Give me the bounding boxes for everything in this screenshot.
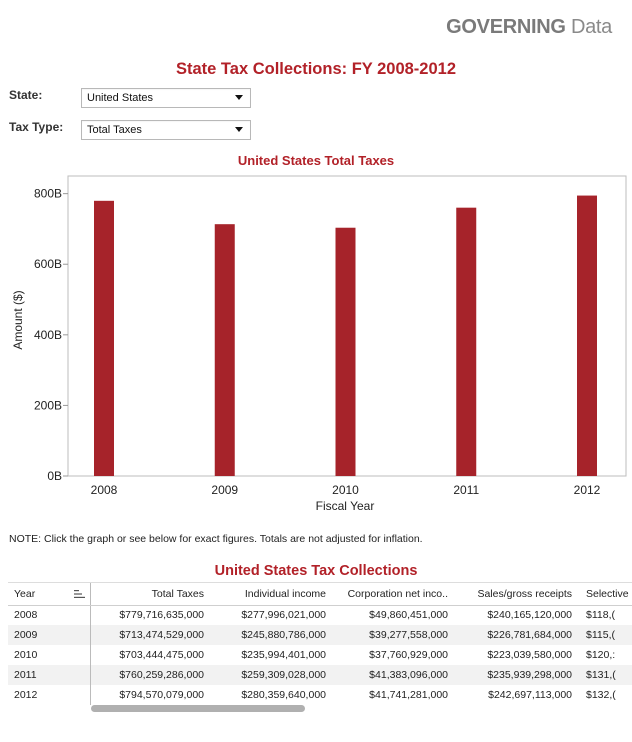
brand-light: Data: [570, 16, 612, 38]
table-cell: $779,716,635,000: [119, 609, 204, 622]
table-row[interactable]: 2008 $779,716,635,000 $277,996,021,000 $49,…: [8, 605, 632, 625]
table-title: United States Tax Collections: [214, 563, 418, 579]
table-header-row: Year Total Taxes Individual income Corpo…: [8, 583, 632, 606]
table-cell: $277,996,021,000: [241, 609, 326, 622]
note-text: NOTE: Click the graph or see below for e…: [9, 533, 423, 545]
table-cell: $242,697,113,000: [488, 689, 572, 701]
state-select-value: United States: [87, 92, 154, 104]
chevron-down-icon: [235, 95, 243, 100]
table-cell: 2009: [8, 625, 91, 645]
sort-icon[interactable]: [74, 589, 86, 599]
state-label: State:: [9, 88, 43, 102]
tax-type-label: Tax Type:: [9, 120, 64, 134]
table-cell: $259,309,028,000: [214, 665, 336, 685]
table-cell: $226,781,684,000: [458, 625, 582, 645]
table-cell: $240,165,120,000: [487, 609, 572, 622]
y-tick-label: 600B: [34, 257, 62, 271]
brand-bold: GOVERNING: [446, 16, 566, 38]
table-cell: $223,039,580,000: [487, 649, 572, 661]
table-cell: $41,741,281,000: [369, 689, 448, 701]
x-tick-label: 2010: [332, 483, 359, 497]
column-header-total-taxes[interactable]: Total Taxes: [90, 583, 214, 606]
bars[interactable]: [94, 195, 597, 476]
bar-2010[interactable]: [335, 227, 356, 476]
bar-2008[interactable]: [94, 200, 114, 476]
tax-type-select[interactable]: Total Taxes: [81, 120, 251, 140]
x-tick-label: 2008: [91, 483, 118, 497]
column-header-individual-income[interactable]: Individual income: [214, 583, 336, 606]
state-select[interactable]: United States: [81, 88, 251, 108]
table-cell: $39,277,558,000: [336, 625, 458, 645]
horizontal-scrollbar-thumb[interactable]: [91, 705, 305, 712]
y-axis-label: Amount ($): [11, 290, 25, 349]
y-tick-label: 400B: [34, 328, 62, 342]
x-axis: 2008 2009 2010 2011 2012: [91, 483, 601, 497]
table-row[interactable]: 2009 $713,474,529,000 $245,880,786,000 $39,…: [8, 625, 632, 645]
chart-title: United States Total Taxes: [237, 153, 395, 168]
table-cell: $245,880,786,000: [214, 625, 336, 645]
column-header-selective[interactable]: Selective: [582, 583, 632, 606]
tax-type-select-value: Total Taxes: [87, 124, 142, 136]
table-cell: $235,994,401,000: [241, 649, 326, 661]
bar-2011[interactable]: [456, 207, 477, 476]
table-cell: $118,(: [586, 609, 615, 622]
table-cell: $703,444,475,000: [119, 649, 204, 661]
table-cell: $37,760,929,000: [369, 649, 448, 661]
column-header-year[interactable]: Year: [8, 583, 91, 606]
y-axis: 0B 200B 400B 600B 800B: [34, 175, 627, 483]
column-header-sales-gross-receipts[interactable]: Sales/gross receipts: [458, 583, 582, 606]
table-row[interactable]: 2011 $760,259,286,000 $259,309,028,000 $41,…: [8, 665, 632, 685]
table-cell: 2010: [8, 645, 91, 665]
tax-collections-table: Year Total Taxes Individual income Corpo…: [8, 583, 632, 705]
column-header-corporation-net-income[interactable]: Corporation net inco..: [336, 583, 458, 606]
table-cell: 2011: [8, 665, 91, 685]
column-header-label: Year: [14, 587, 36, 600]
x-axis-label: Fiscal Year: [316, 499, 375, 513]
bar-2012[interactable]: [577, 195, 597, 476]
table-cell: $115,(: [582, 625, 632, 645]
tax-collections-table-container[interactable]: Year Total Taxes Individual income Corpo…: [8, 582, 632, 715]
table-cell: $280,359,640,000: [241, 689, 326, 701]
page-title: State Tax Collections: FY 2008-2012: [175, 60, 456, 78]
x-tick-label: 2011: [453, 483, 479, 497]
y-tick-label: 200B: [34, 398, 62, 412]
table-cell: $235,939,298,000: [458, 665, 582, 685]
table-cell: 2008: [8, 605, 91, 625]
y-tick-label: 0B: [47, 469, 62, 483]
table-cell: $41,383,096,000: [336, 665, 458, 685]
table-cell: $120,:: [586, 649, 616, 661]
x-tick-label: 2009: [211, 483, 238, 497]
brand-logo: GOVERNING Data: [446, 16, 612, 39]
table-cell: $794,570,079,000: [119, 689, 204, 701]
bar-2009[interactable]: [214, 224, 235, 476]
table-cell: 2012: [8, 685, 91, 705]
table-cell: $713,474,529,000: [90, 625, 214, 645]
table-row[interactable]: 2012 $794,570,079,000 $280,359,640,000 $41,…: [8, 685, 632, 705]
table-cell: $49,860,451,000: [369, 609, 448, 622]
table-cell: $131,(: [582, 665, 632, 685]
x-tick-label: 2012: [574, 483, 601, 497]
y-tick-label: 800B: [34, 187, 62, 201]
chevron-down-icon: [235, 127, 243, 132]
table-cell: $132,(: [586, 689, 616, 701]
table-cell: $760,259,286,000: [90, 665, 214, 685]
table-row[interactable]: 2010 $703,444,475,000 $235,994,401,000 $37,…: [8, 645, 632, 665]
